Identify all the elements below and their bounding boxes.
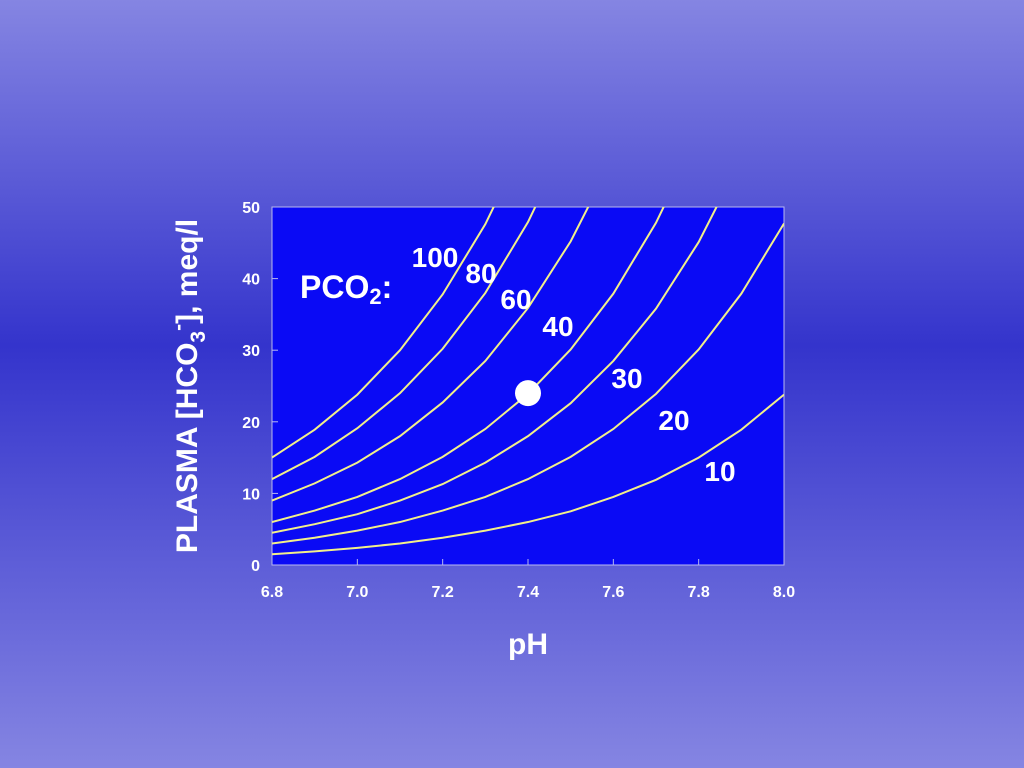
series-label: 20 xyxy=(658,405,689,436)
x-tick-label: 7.4 xyxy=(517,584,539,601)
series-label: 30 xyxy=(611,363,642,394)
y-label-end: ], meq/l xyxy=(171,219,204,324)
y-axis-label: PLASMA [HCO3-], meq/l xyxy=(167,219,210,553)
y-tick-label: 20 xyxy=(242,415,260,432)
annotation-end: : xyxy=(382,269,393,305)
y-tick-label: 30 xyxy=(242,343,260,360)
x-tick-label: 6.8 xyxy=(261,584,283,601)
series-label: 40 xyxy=(542,311,573,342)
curves xyxy=(272,207,784,556)
x-tick-label: 7.6 xyxy=(602,584,624,601)
series-label: 100 xyxy=(412,242,459,273)
series-label: 10 xyxy=(704,456,735,487)
annotation-main: PCO xyxy=(300,269,369,305)
series-label: 80 xyxy=(465,258,496,289)
annotation-sub: 2 xyxy=(369,284,381,309)
isopleth xyxy=(272,222,784,545)
isopleth xyxy=(272,207,718,534)
x-tick-label: 7.8 xyxy=(688,584,710,601)
isopleth xyxy=(272,393,784,556)
x-tick-label: 8.0 xyxy=(773,584,795,601)
isopleth xyxy=(272,207,537,480)
x-axis-label: pH xyxy=(508,628,548,661)
x-tick-label: 7.0 xyxy=(346,584,368,601)
y-label-sup: - xyxy=(167,324,190,331)
isopleth xyxy=(272,207,665,524)
y-tick-label: 50 xyxy=(242,200,260,217)
y-tick-label: 10 xyxy=(242,486,260,503)
y-label-sub: 3 xyxy=(187,331,210,343)
isopleth xyxy=(272,207,495,459)
x-tick-label: 7.2 xyxy=(432,584,454,601)
y-label-main: PLASMA [HCO xyxy=(171,343,204,554)
y-tick-label: 0 xyxy=(251,558,260,575)
isopleth xyxy=(272,207,590,502)
annotation: PCO2: xyxy=(300,269,392,309)
series-label: 60 xyxy=(500,284,531,315)
data-point xyxy=(515,380,541,407)
y-tick-label: 40 xyxy=(242,272,260,289)
